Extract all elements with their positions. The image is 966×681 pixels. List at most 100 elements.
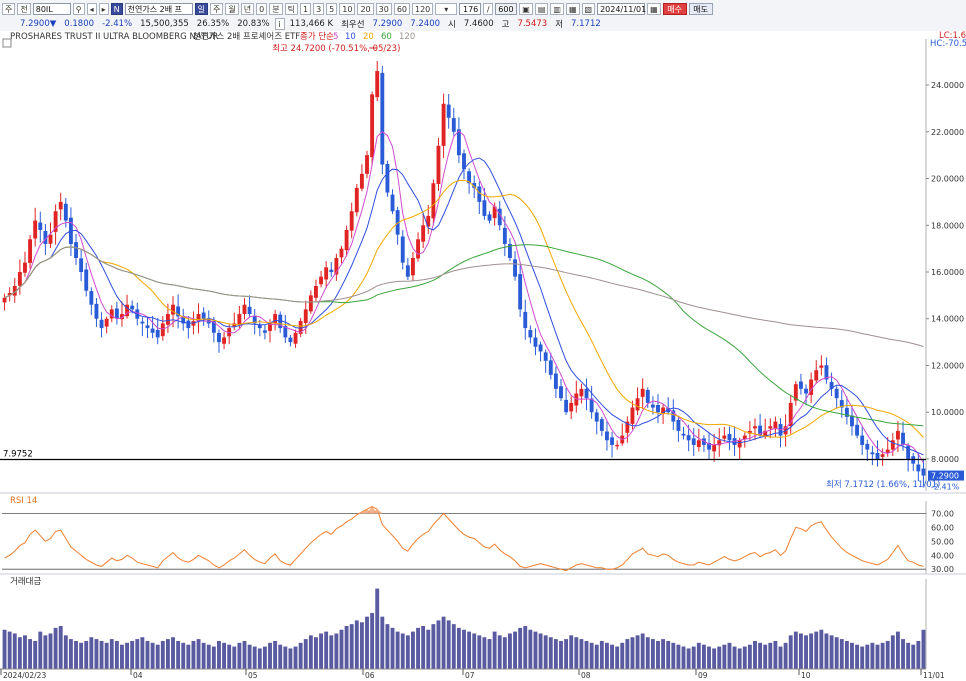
last-price-badge xyxy=(928,470,964,481)
volume-bar xyxy=(610,644,614,669)
candle-body xyxy=(707,443,711,450)
period-button-12[interactable]: 60 xyxy=(393,2,410,15)
volume-bar xyxy=(666,640,671,669)
rsi-tick-label: 40.00 xyxy=(931,551,954,560)
volume-bar xyxy=(451,624,456,669)
candle-body xyxy=(788,402,793,427)
candle-body xyxy=(252,316,257,324)
period-day-button[interactable]: 일 xyxy=(194,2,208,15)
volume-bar xyxy=(681,646,686,669)
volume-bar xyxy=(737,648,742,669)
volume-bar xyxy=(206,644,211,669)
candle-body xyxy=(742,435,747,439)
period-button-8[interactable]: 5 xyxy=(326,2,338,15)
period-button-11[interactable]: 30 xyxy=(375,2,392,15)
bar-count-spin[interactable]: / xyxy=(483,2,494,15)
period-button-1[interactable]: 월 xyxy=(225,2,239,15)
candle-body xyxy=(814,370,819,381)
volume-bar xyxy=(860,646,865,669)
bar-total-field: 600 xyxy=(495,2,518,15)
volume-bar xyxy=(155,644,160,669)
candle-body xyxy=(804,388,808,394)
volume-bar xyxy=(38,631,43,669)
chart-area[interactable]: PROSHARES TRUST II ULTRA BLOOMBERG NATUR… xyxy=(0,31,966,681)
volume-bar xyxy=(314,637,318,669)
prev-arrow-icon[interactable]: ◂ xyxy=(86,2,97,15)
volume-bar xyxy=(916,640,921,669)
candle-body xyxy=(43,230,48,244)
period-button-2[interactable]: 년 xyxy=(240,2,255,15)
volume-bar xyxy=(855,644,860,669)
candle-body xyxy=(257,324,262,329)
candle-body xyxy=(553,373,558,389)
date-input[interactable]: 2024/11/01 xyxy=(597,2,646,15)
volume-bar xyxy=(645,637,650,669)
candle-body xyxy=(579,388,584,397)
volume-bar xyxy=(12,633,17,669)
volume-bar xyxy=(109,639,114,669)
chart-background xyxy=(0,31,966,681)
candle-body xyxy=(400,236,405,263)
period-button-7[interactable]: 3 xyxy=(313,2,325,15)
stock-type-button[interactable]: 주 xyxy=(2,2,16,15)
stock-name-field: 천연가스 2배 프 xyxy=(124,2,193,15)
candle-body xyxy=(467,171,472,184)
period-button-13[interactable]: 120 xyxy=(412,2,434,15)
candle-body xyxy=(518,274,523,310)
panel-menu-icon[interactable] xyxy=(2,38,12,48)
tool-icon-1[interactable]: ▣ xyxy=(519,2,533,15)
sell-button[interactable]: 매도 xyxy=(688,2,713,15)
tool-icon-3[interactable]: ▥ xyxy=(550,2,564,15)
period-button-4[interactable]: 분 xyxy=(269,2,283,15)
buy-button[interactable]: 매수 xyxy=(662,2,687,15)
tool-icon-5[interactable]: ▧ xyxy=(581,2,596,15)
price-tick-label: 18.0000 xyxy=(931,221,964,230)
volume-bar xyxy=(819,629,824,669)
period-button-9[interactable]: 10 xyxy=(339,2,356,15)
candle-body xyxy=(640,388,645,397)
volume-bar xyxy=(23,635,27,669)
bar-count-input[interactable]: 176 xyxy=(459,2,482,15)
candle-body xyxy=(497,208,502,226)
stock-search-icon[interactable]: ⚲ xyxy=(72,2,85,15)
pct-value-2: 20.83% xyxy=(237,18,270,29)
candle-body xyxy=(773,421,778,430)
candle-body xyxy=(436,145,441,184)
period-button-5[interactable]: 틱 xyxy=(284,2,298,15)
volume-bar xyxy=(145,640,150,669)
tool-icon-4[interactable]: ▦ xyxy=(565,2,580,15)
price-tick-label: 16.0000 xyxy=(931,268,964,277)
period-button-6[interactable]: 1 xyxy=(299,2,312,15)
period-button-0[interactable]: 주 xyxy=(210,2,224,15)
chart-subtitle: 천연가스 2배 프로셰어즈 ETF xyxy=(193,31,300,42)
low-price: 7.1712 xyxy=(571,18,601,29)
rsi-tick-label: 60.00 xyxy=(931,523,954,532)
candle-body xyxy=(370,94,375,158)
volume-bar xyxy=(477,635,482,669)
period-button-3[interactable]: 0 xyxy=(256,2,268,15)
volume-bar xyxy=(635,635,640,669)
exchange-button[interactable]: 전 xyxy=(17,2,31,15)
volume-bar xyxy=(906,642,911,669)
candle-body xyxy=(661,407,666,414)
volume-bar xyxy=(165,639,170,669)
tool-icon-2[interactable]: ▤ xyxy=(534,2,549,15)
info-icon[interactable]: i xyxy=(274,17,285,30)
hc-label: HC:-70.51 xyxy=(930,39,966,49)
volume-bar xyxy=(543,635,548,669)
stock-code-input[interactable]: 80IL xyxy=(32,2,71,15)
ma-legend-period: 20 xyxy=(363,32,374,42)
candle-body xyxy=(176,306,181,317)
period-button-10[interactable]: 20 xyxy=(357,2,374,15)
candle-body xyxy=(237,314,242,325)
volume-bar xyxy=(28,639,33,669)
candle-body xyxy=(79,258,84,273)
next-arrow-icon[interactable]: ▸ xyxy=(98,2,109,15)
calendar-icon[interactable]: ▦ xyxy=(647,2,661,15)
ask-price: 7.2900 xyxy=(372,18,403,29)
candle-body xyxy=(411,257,415,276)
period-dropdown[interactable]: ▾ xyxy=(435,2,458,15)
candle-body xyxy=(165,314,170,325)
volume-bar xyxy=(63,635,68,669)
volume-bar xyxy=(293,646,298,669)
